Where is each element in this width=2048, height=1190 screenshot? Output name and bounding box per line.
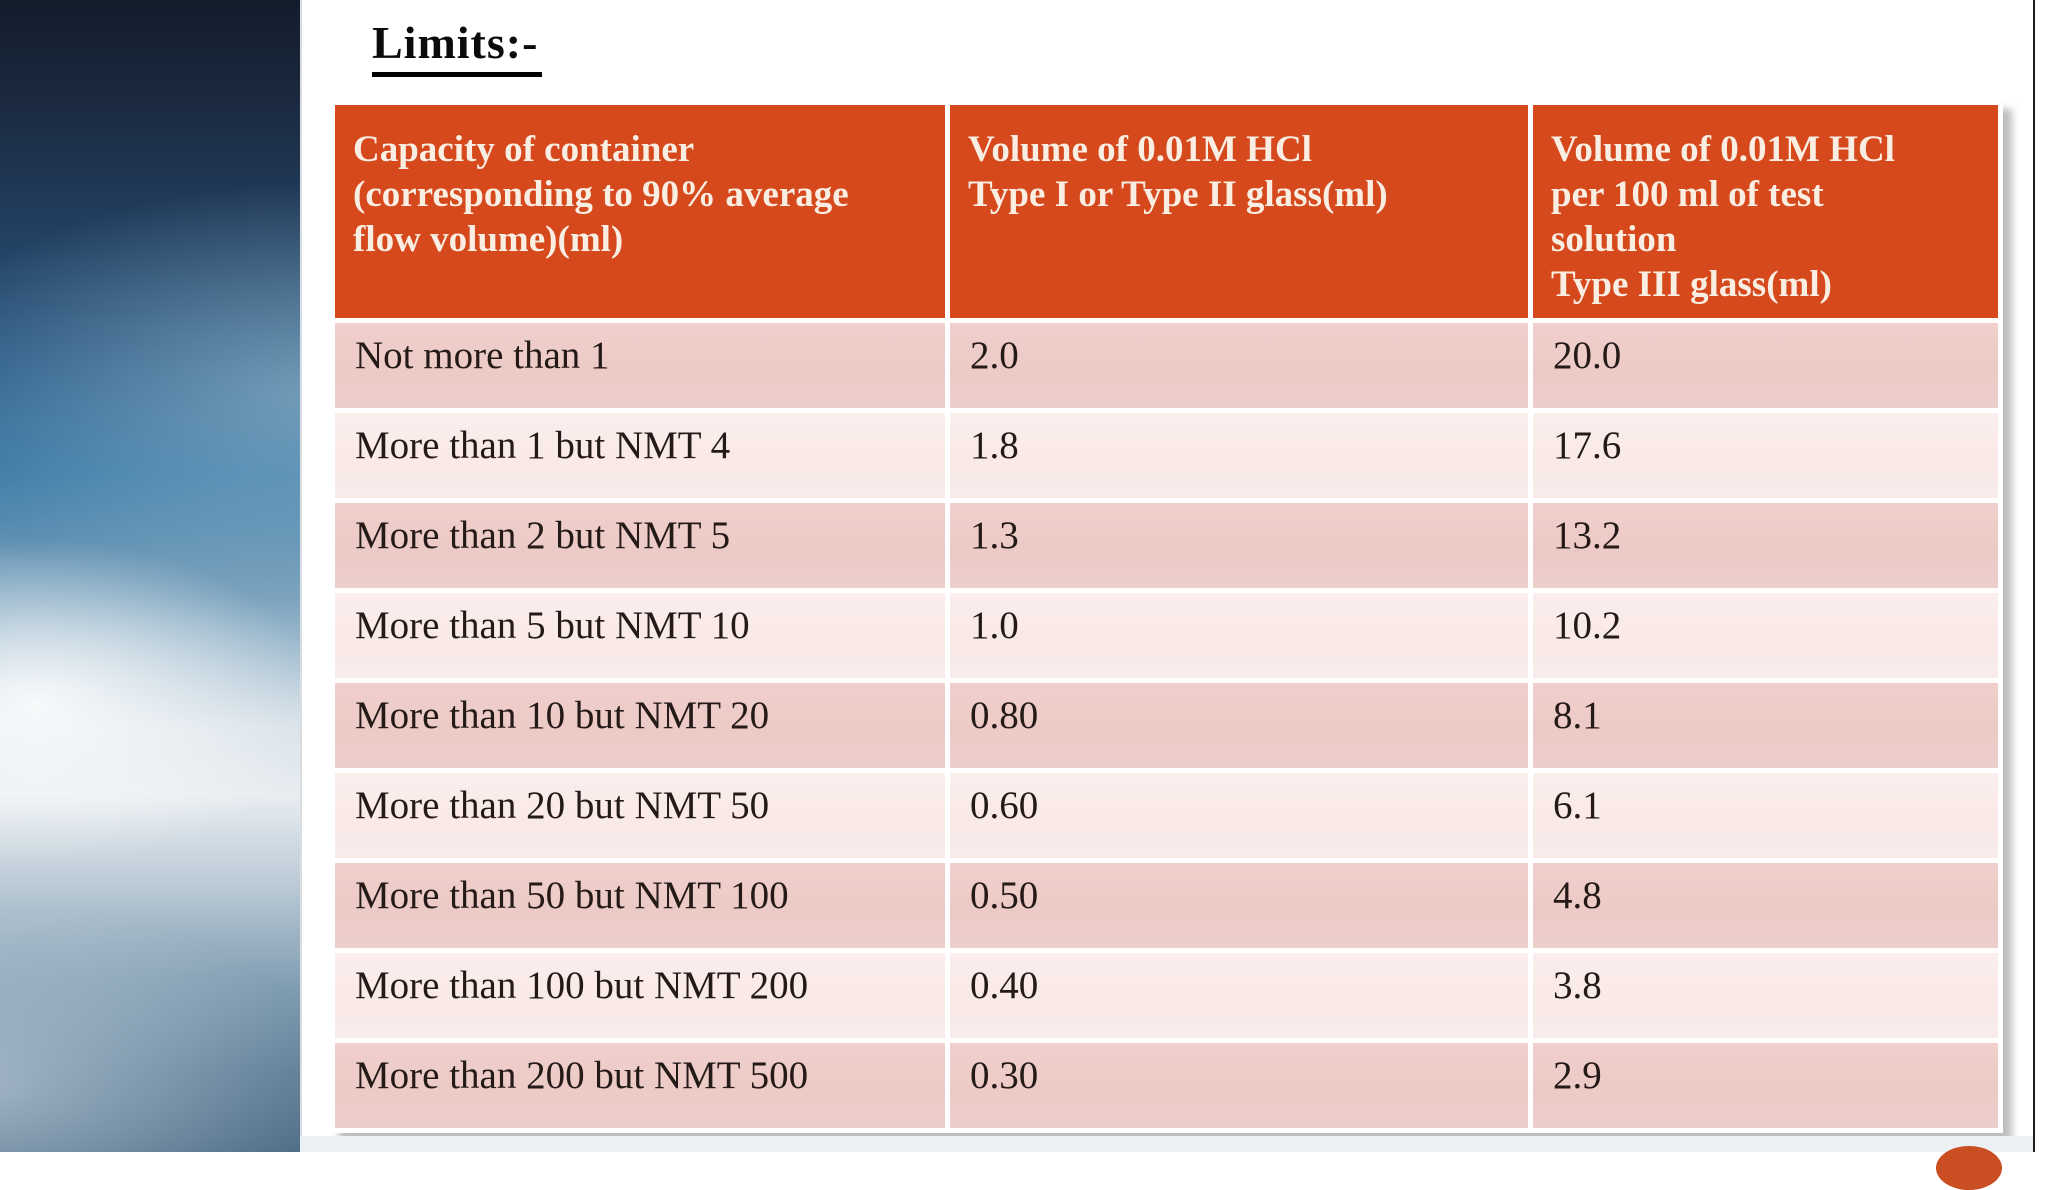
cell-capacity: More than 50 but NMT 100	[335, 862, 945, 948]
cell-type1-2-value: 0.60	[950, 772, 1528, 858]
table-row: More than 2 but NMT 5 1.3 13.2	[335, 502, 1998, 588]
cell-type3-value: 8.1	[1533, 682, 1998, 768]
cell-type3-value: 6.1	[1533, 772, 1998, 858]
cell-capacity: More than 2 but NMT 5	[335, 502, 945, 588]
cell-type3-value: 13.2	[1533, 502, 1998, 588]
col-header-type3: Volume of 0.01M HCl per 100 ml of test s…	[1533, 105, 1998, 318]
title-area: Limits:-	[372, 16, 543, 77]
table-row: More than 1 but NMT 4 1.8 17.6	[335, 412, 1998, 498]
cell-type1-2-value: 0.80	[950, 682, 1528, 768]
cell-capacity: More than 1 but NMT 4	[335, 412, 945, 498]
cell-type3-value: 17.6	[1533, 412, 1998, 498]
cell-type3-value: 10.2	[1533, 592, 1998, 678]
cell-capacity: Not more than 1	[335, 322, 945, 408]
limits-table: Capacity of container (corresponding to …	[330, 100, 2003, 1133]
cell-type1-2-value: 0.50	[950, 862, 1528, 948]
cell-type1-2-value: 1.8	[950, 412, 1528, 498]
cell-capacity: More than 10 but NMT 20	[335, 682, 945, 768]
table-row: More than 20 but NMT 50 0.60 6.1	[335, 772, 1998, 858]
cell-capacity: More than 20 but NMT 50	[335, 772, 945, 858]
table-row: More than 10 but NMT 20 0.80 8.1	[335, 682, 1998, 768]
cell-type3-value: 2.9	[1533, 1042, 1998, 1128]
cell-capacity: More than 5 but NMT 10	[335, 592, 945, 678]
table-row: More than 100 but NMT 200 0.40 3.8	[335, 952, 1998, 1038]
cell-type1-2-value: 0.40	[950, 952, 1528, 1038]
cell-type1-2-value: 0.30	[950, 1042, 1528, 1128]
page-title: Limits:-	[372, 16, 543, 77]
cell-type1-2-value: 2.0	[950, 322, 1528, 408]
table-row: More than 5 but NMT 10 1.0 10.2	[335, 592, 1998, 678]
bottom-strip	[300, 1136, 2033, 1152]
cell-type3-value: 3.8	[1533, 952, 1998, 1038]
cell-type1-2-value: 1.0	[950, 592, 1528, 678]
col-header-type1-type2: Volume of 0.01M HCl Type I or Type II gl…	[950, 105, 1528, 318]
table-row: More than 50 but NMT 100 0.50 4.8	[335, 862, 1998, 948]
cell-capacity: More than 100 but NMT 200	[335, 952, 945, 1038]
page-edge-line	[2033, 0, 2035, 1152]
cell-capacity: More than 200 but NMT 500	[335, 1042, 945, 1128]
table-row: Not more than 1 2.0 20.0	[335, 322, 1998, 408]
table-row: More than 200 but NMT 500 0.30 2.9	[335, 1042, 1998, 1128]
cell-type3-value: 20.0	[1533, 322, 1998, 408]
cell-type3-value: 4.8	[1533, 862, 1998, 948]
decorative-side-image	[0, 0, 302, 1152]
table-header-row: Capacity of container (corresponding to …	[335, 105, 1998, 318]
slide-ornament-circle	[1936, 1146, 2002, 1190]
col-header-capacity: Capacity of container (corresponding to …	[335, 105, 945, 318]
cell-type1-2-value: 1.3	[950, 502, 1528, 588]
